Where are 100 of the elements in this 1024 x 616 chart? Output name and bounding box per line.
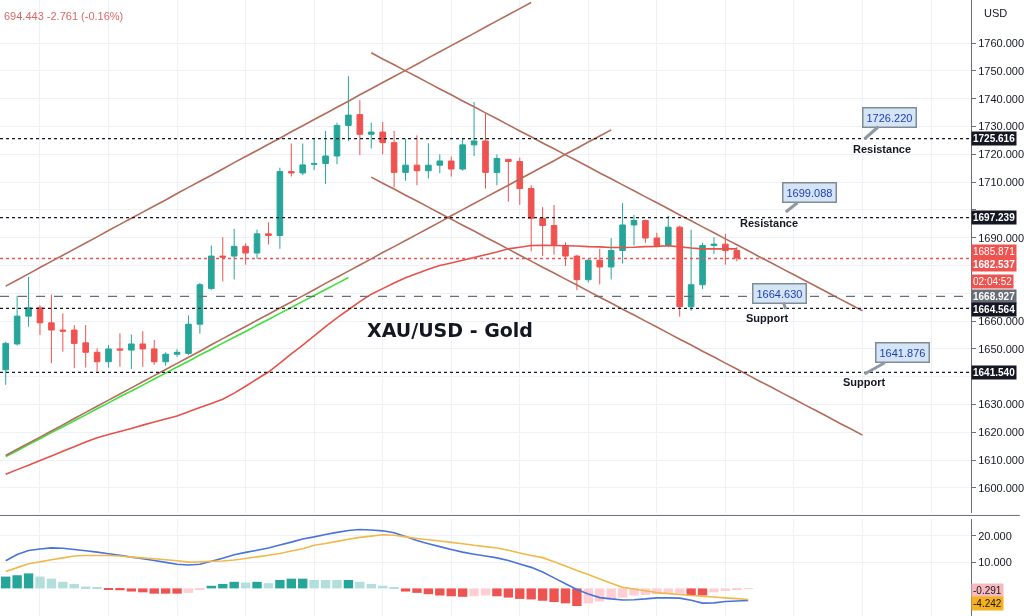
bar [457,588,468,597]
line-series [4,276,350,458]
y-tick-label: 1610.000 [978,454,1024,467]
candlestick [82,324,89,369]
bar [675,588,685,594]
bar [126,588,137,592]
bar [537,588,548,601]
y-tick-label: 1740.000 [978,92,1024,105]
candlestick [390,130,398,188]
candlestick [413,134,421,186]
candlestick [128,333,135,370]
candlestick [208,245,215,291]
bar [526,588,536,600]
ref-line-label: 1697.239 [973,212,1016,223]
bar [446,588,456,597]
candlestick [630,214,638,247]
ref-line-label: 1682.537 [973,259,1016,270]
bar [332,579,342,589]
candlestick [710,236,718,255]
y-tick-label: 1690.000 [978,231,1024,244]
bar [515,588,525,599]
bar [149,588,159,594]
bar [572,588,582,607]
candlestick [299,142,307,176]
text: XAU/USD - Gold [367,318,533,341]
candlestick [139,330,147,368]
annotation: Resistance [853,143,912,155]
bar [309,579,319,589]
annotation: 1699.088 [786,186,833,199]
candlestick [185,314,192,356]
bar [435,588,445,596]
annotation: 1726.220 [866,111,913,124]
bar [549,588,559,603]
candlestick [425,142,432,180]
candlestick [288,142,295,178]
bar [23,573,34,589]
candlestick [230,228,238,280]
bar [12,575,22,589]
bar [35,576,45,589]
candlestick [642,219,649,244]
ref-line-label: 1725.616 [973,133,1016,144]
candlestick [310,137,318,171]
candlestick [619,202,626,265]
candlestick [459,138,466,172]
bar [115,588,125,591]
y-tick-label: 1620.000 [978,426,1024,439]
candlestick [253,229,261,260]
candlestick [150,339,158,366]
bar [275,579,285,589]
candlestick [664,215,672,248]
y-tick-label: 1600.000 [978,481,1024,494]
y-tick-label: 1650.000 [978,342,1024,355]
candlestick [105,344,112,369]
ref-line-label: 1664.564 [973,304,1016,315]
annotation: 1641.876 [879,346,926,359]
bar [412,588,422,593]
candlestick [345,75,352,142]
candlestick [699,242,706,290]
candlestick [516,157,524,206]
candlestick [367,122,375,149]
bar [320,579,331,589]
candlestick [607,237,615,280]
y-tick-label: 1630.000 [978,398,1024,411]
bar [720,588,731,592]
annotation: Support [746,312,789,324]
bar [480,588,491,596]
candlestick [25,276,32,328]
candlestick [482,112,489,190]
y-tick-label: 1660.000 [978,315,1024,327]
bar [697,588,708,596]
bar [709,588,719,593]
bar [263,583,274,589]
candlestick [70,324,78,369]
bar [560,588,571,604]
y-tick-label: 20.000 [978,529,1012,542]
candlestick [173,348,181,358]
candlestick [333,122,341,165]
y-tick-label: 1730.000 [978,120,1024,133]
candlestick [322,130,329,185]
candlestick [48,294,55,364]
annotation: 694.443 -2.761 (-0.16%) [4,10,124,22]
bar [423,588,434,595]
candlestick [493,153,501,186]
ref-line-label: 1641.540 [973,367,1016,378]
y-tick-label: 1750.000 [978,64,1024,77]
candlestick [585,258,592,283]
candlestick [59,312,67,353]
candlestick [276,167,284,250]
candlestick [36,304,44,336]
candlestick [2,341,10,386]
text: -0.291 [973,585,1002,596]
y-tick-label: 1760.000 [978,36,1024,49]
candlestick [402,138,409,182]
candlestick [505,158,512,203]
candlestick [447,156,455,178]
candlestick [196,282,204,335]
text: -4.242 [973,598,1002,609]
candlestick [162,351,169,367]
annotation: Support [843,376,886,388]
y-tick-label: 10.000 [978,555,1012,568]
